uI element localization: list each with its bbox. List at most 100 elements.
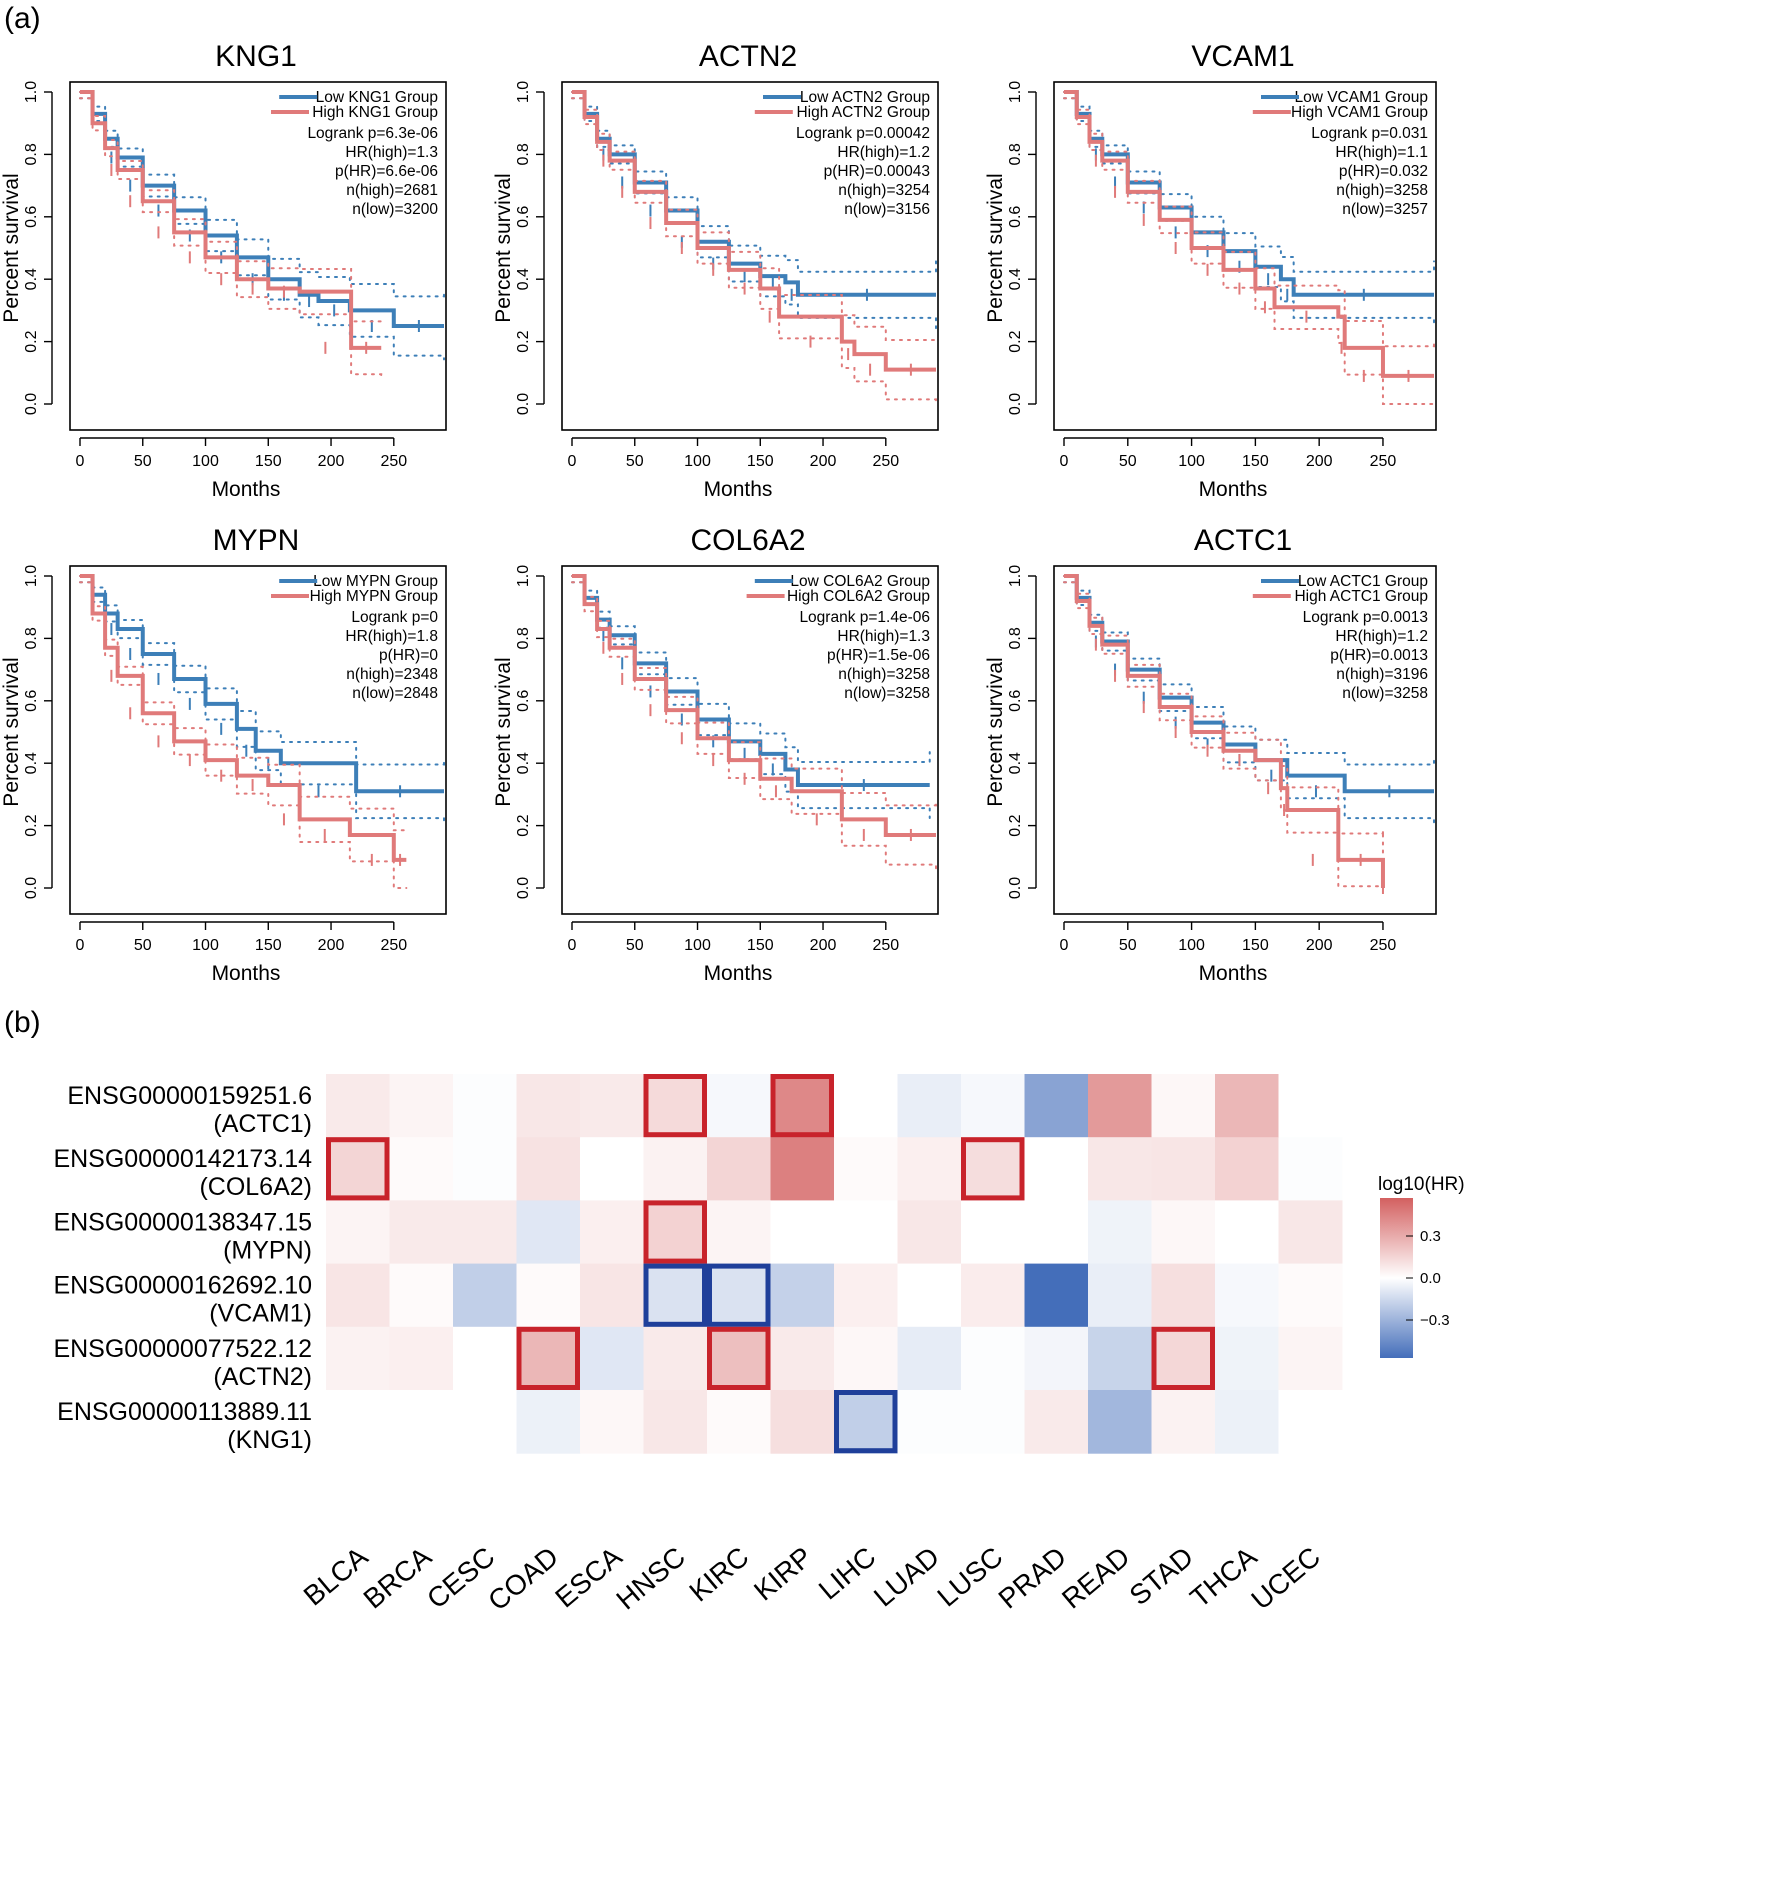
column-label: BLCA [298,1541,374,1612]
ci-lower-high [1063,581,1384,889]
column-label: ESCA [549,1541,628,1614]
survival-curve-high [80,574,407,862]
stat-text: HR(high)=1.8 [345,628,438,645]
significance-box [643,1200,707,1264]
heatmap-cell [580,1200,644,1265]
y-tick-label: 0.2 [515,330,532,352]
plot-title: MYPN [213,524,300,557]
x-tick-label: 250 [380,937,407,954]
heatmap-cell [1024,1326,1089,1391]
stat-text: Logrank p=0 [351,609,438,626]
x-axis-label: Months [704,962,773,985]
x-tick-label: 250 [872,937,899,954]
heatmap-cell [453,1326,517,1391]
heatmap-cell [1278,1137,1343,1201]
row-label-gene: (COL6A2) [199,1173,312,1201]
legend-entry: High KNG1 Group [312,104,438,121]
colorbar-title: log10(HR) [1378,1174,1465,1195]
y-tick-label: 0.0 [515,393,532,415]
x-tick-label: 150 [747,937,774,954]
column-label: READ [1056,1541,1136,1615]
y-tick-label: 0.2 [23,330,40,352]
row-label-id: ENSG00000113889.11 [57,1398,312,1426]
heatmap-cell [834,1200,898,1265]
y-tick-label: 0.0 [1007,877,1024,899]
heatmap-cell [1024,1200,1089,1265]
y-tick-label: 1.0 [23,565,40,587]
stat-text: HR(high)=1.1 [1335,144,1428,161]
ci-upper-high [571,91,937,342]
x-tick-label: 50 [134,937,152,954]
row-label-gene: (ACTC1) [213,1110,312,1138]
y-tick-label: 1.0 [515,81,532,103]
heatmap-cell [1088,1263,1152,1328]
heatmap-cell [1151,1390,1216,1454]
plot-frame [1053,565,1437,915]
colorbar-tick-label: −0.3 [1420,1312,1450,1329]
x-tick-label: 150 [1242,453,1269,470]
x-tick-label: 100 [192,937,219,954]
stat-text: n(high)=2348 [346,666,438,683]
x-tick-label: 50 [626,937,644,954]
heatmap-cell [961,1200,1025,1265]
heatmap-cell [834,1263,898,1328]
heatmap-cell [1088,1074,1152,1138]
legend-entry: High MYPN Group [310,588,438,605]
heatmap-cell [326,1326,390,1391]
heatmap-cell [834,1326,898,1391]
stat-text: n(low)=2848 [352,685,438,702]
heatmap-cell [1151,1200,1216,1265]
column-label: LUAD [868,1541,945,1613]
y-tick-label: 0.4 [515,752,532,774]
heatmap-cell [1024,1390,1089,1454]
heatmap-cell [580,1137,644,1201]
ci-lower-high [571,581,937,870]
column-label: THCA [1184,1541,1263,1614]
heatmap-cell [961,1137,1025,1201]
x-tick-label: 200 [1306,937,1333,954]
column-label: HNSC [610,1541,691,1616]
x-tick-label: 0 [76,453,85,470]
x-tick-label: 200 [1306,453,1333,470]
colorbar: log10(HR) 0.3 0.0 −0.3 [1378,1174,1465,1358]
x-tick-label: 0 [1060,453,1069,470]
y-axis-label: Percent survival [492,173,515,322]
x-tick-label: 200 [318,453,345,470]
heatmap-cell [707,1326,771,1391]
km-plot-actc1: ACTC1 0.0 0.2 0.4 0.6 0.8 1.0 Percent survival 0… [984,524,1437,985]
km-plot-col6a2: COL6A2 0.0 0.2 0.4 0.6 0.8 1.0 Percent survival… [492,524,939,985]
y-tick-label: 0.8 [23,143,40,165]
y-tick-label: 1.0 [1007,81,1024,103]
x-tick-label: 250 [380,453,407,470]
survival-curve-high [572,574,936,837]
x-tick-label: 150 [255,937,282,954]
heatmap-cell [770,1137,835,1201]
stat-text: n(low)=3258 [1342,685,1428,702]
significance-box [643,1263,707,1327]
row-label-id: ENSG00000077522.12 [53,1335,312,1363]
heatmap-cell [453,1263,517,1328]
legend-entry: Low COL6A2 Group [790,573,930,590]
heatmap-cell [389,1390,454,1454]
x-axis-label: Months [212,962,281,985]
y-tick-label: 0.6 [515,690,532,712]
y-tick-label: 0.4 [515,268,532,290]
survival-curve-high [1064,574,1385,888]
significance-box [516,1326,580,1391]
plot-frame [69,565,447,915]
row-label-id: ENSG00000142173.14 [53,1145,312,1173]
significance-box [707,1326,771,1391]
row-label-gene: (KNG1) [227,1426,312,1454]
plot-title: ACTN2 [699,40,797,73]
y-tick-label: 0.8 [515,143,532,165]
x-tick-label: 250 [1370,937,1397,954]
x-tick-label: 100 [684,453,711,470]
heatmap-cell [897,1200,962,1265]
y-tick-label: 0.0 [515,877,532,899]
row-label-gene: (MYPN) [223,1236,312,1264]
x-tick-label: 0 [76,937,85,954]
heatmap-cell [643,1390,708,1454]
y-tick-label: 0.4 [23,268,40,290]
x-axis-label: Months [704,478,773,501]
column-label: LIHC [813,1541,882,1606]
